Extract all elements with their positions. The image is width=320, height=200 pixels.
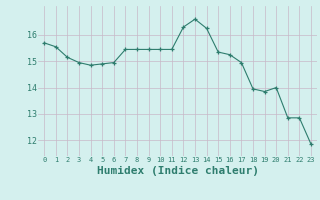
- X-axis label: Humidex (Indice chaleur): Humidex (Indice chaleur): [97, 166, 259, 176]
